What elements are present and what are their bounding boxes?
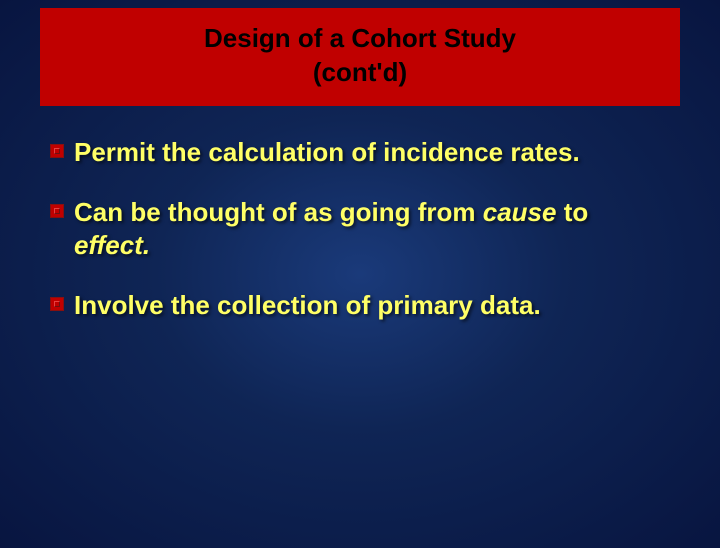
bullet-item: Can be thought of as going from cause to… bbox=[50, 196, 670, 261]
bullet-text-segment: Involve the collection of primary data. bbox=[74, 290, 541, 320]
bullet-text: Can be thought of as going from cause to… bbox=[74, 196, 670, 261]
content-area: Permit the calculation of incidence rate… bbox=[0, 106, 720, 322]
bullet-item: Permit the calculation of incidence rate… bbox=[50, 136, 670, 169]
square-bullet-icon bbox=[50, 144, 64, 158]
bullet-text-italic: effect. bbox=[74, 230, 150, 260]
title-line-1: Design of a Cohort Study bbox=[60, 22, 660, 56]
bullet-text: Permit the calculation of incidence rate… bbox=[74, 136, 580, 169]
bullet-text-segment: Permit the calculation of incidence rate… bbox=[74, 137, 580, 167]
bullet-text-segment: Can be thought of as going from bbox=[74, 197, 483, 227]
bullet-item: Involve the collection of primary data. bbox=[50, 289, 670, 322]
square-bullet-icon bbox=[50, 297, 64, 311]
square-bullet-icon bbox=[50, 204, 64, 218]
title-line-2: (cont'd) bbox=[60, 56, 660, 90]
bullet-text-segment: to bbox=[556, 197, 588, 227]
title-box: Design of a Cohort Study (cont'd) bbox=[40, 8, 680, 106]
bullet-text-italic: cause bbox=[483, 197, 557, 227]
bullet-text: Involve the collection of primary data. bbox=[74, 289, 541, 322]
